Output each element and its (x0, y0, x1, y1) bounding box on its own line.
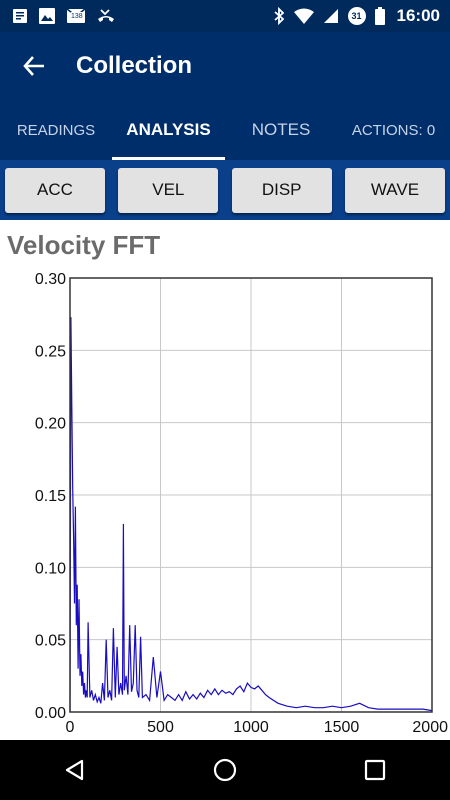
email-icon: 138 (66, 8, 86, 24)
y-tick-label: 0.30 (35, 271, 66, 288)
notification-badge: 138 (70, 12, 84, 21)
nav-recents-button[interactable] (345, 745, 405, 795)
nav-home-button[interactable] (195, 745, 255, 795)
wave-button[interactable]: WAVE (344, 167, 445, 213)
y-tick-label: 0.05 (35, 633, 66, 650)
x-tick-label: 1000 (233, 719, 269, 736)
x-tick-label: 2000 (412, 719, 448, 736)
chart-title: Velocity FFT (7, 230, 161, 260)
back-button[interactable] (14, 46, 54, 86)
missed-call-icon (96, 8, 116, 24)
bluetooth-icon (273, 7, 285, 25)
mode-button-row: ACC VEL DISP WAVE (0, 160, 450, 220)
back-arrow-icon (23, 56, 44, 76)
notes-icon (12, 8, 28, 24)
status-bar: 138 31 16:00 (0, 0, 450, 32)
status-time: 16:00 (396, 6, 440, 25)
x-tick-label: 500 (147, 719, 174, 736)
tab-notes[interactable]: NOTES (251, 120, 311, 139)
calendar-icon: 31 (347, 6, 367, 26)
nav-back-button[interactable] (45, 745, 105, 795)
fft-series-line (69, 317, 433, 713)
tab-bar: READINGS ANALYSIS NOTES ACTIONS: 0 (0, 100, 450, 160)
navigation-bar (0, 740, 450, 800)
y-tick-label: 0.00 (35, 705, 66, 722)
y-tick-label: 0.15 (35, 488, 66, 505)
y-tick-label: 0.25 (35, 343, 66, 360)
vel-button[interactable]: VEL (118, 167, 219, 213)
velocity-fft-chart: 0.00 0.05 0.10 0.15 0.20 0.25 0.30 0 500 1000 1500… (35, 271, 448, 736)
plot-frame (69, 277, 433, 713)
y-tick-label: 0.10 (35, 560, 66, 577)
triangle-back-icon (65, 759, 84, 781)
y-tick-label: 0.20 (35, 416, 66, 433)
disp-button[interactable]: DISP (231, 167, 332, 213)
x-tick-label: 1500 (324, 719, 360, 736)
tab-readings[interactable]: READINGS (16, 121, 96, 139)
square-recents-icon (364, 759, 386, 781)
x-tick-label: 0 (66, 719, 75, 736)
tab-analysis[interactable]: ANALYSIS (112, 100, 225, 160)
battery-icon (374, 7, 385, 25)
app-bar: Collection (0, 32, 450, 100)
page-title: Collection (76, 52, 193, 79)
tab-actions[interactable]: ACTIONS: 0 (351, 121, 436, 139)
gallery-icon (38, 7, 56, 25)
acc-button[interactable]: ACC (5, 167, 105, 213)
signal-icon (323, 8, 339, 24)
wifi-icon (293, 8, 315, 24)
calendar-day: 31 (351, 11, 362, 21)
circle-home-icon (213, 758, 237, 782)
